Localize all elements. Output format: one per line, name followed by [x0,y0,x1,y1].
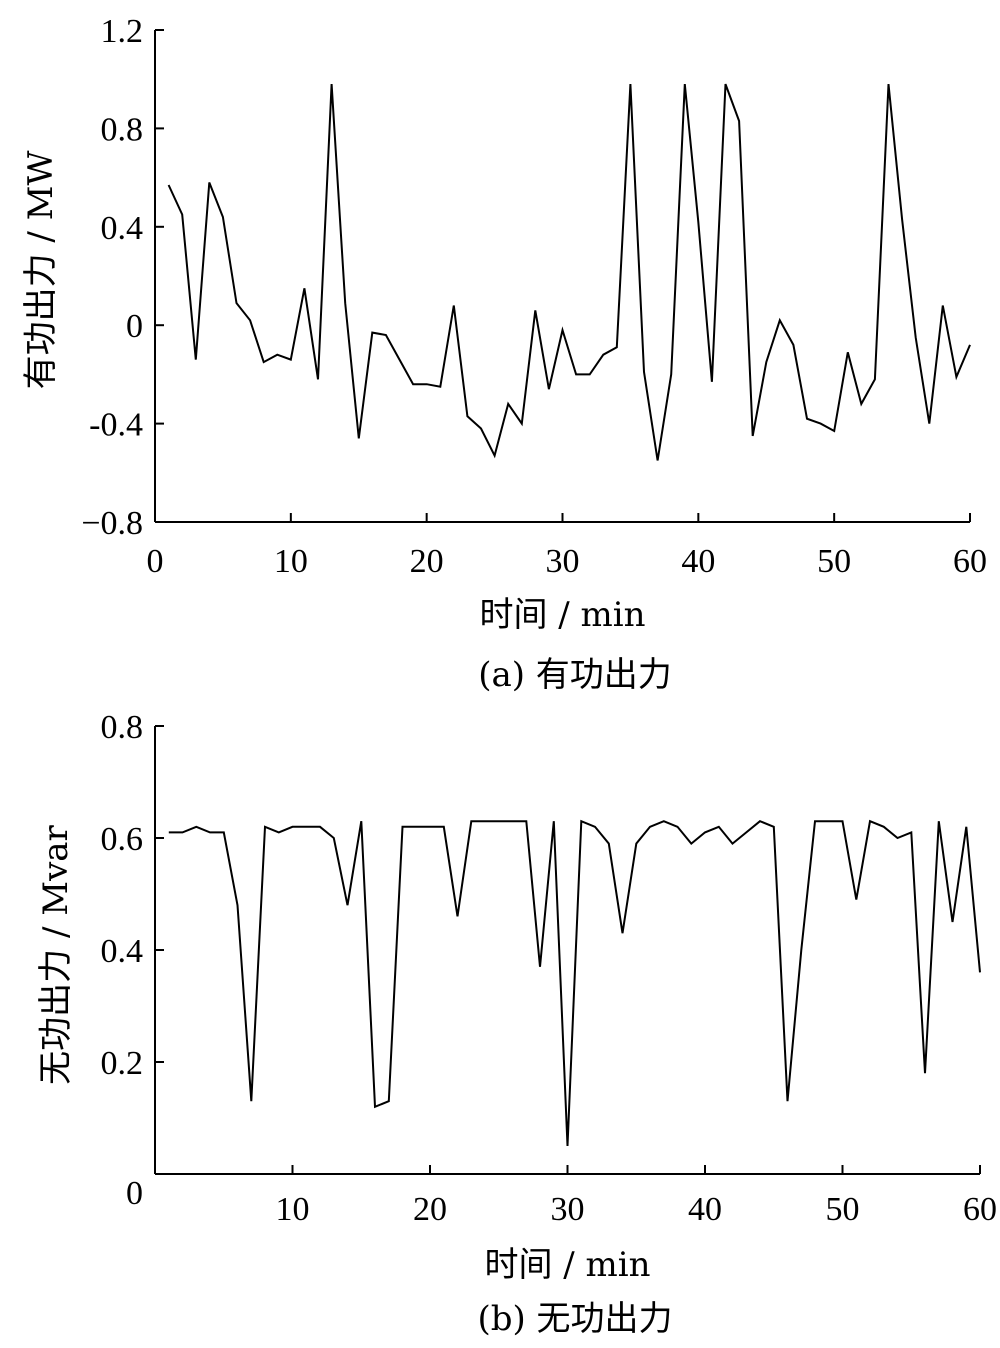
y-tick-label: 0 [126,1175,143,1212]
x-tick-label: 30 [551,1191,585,1228]
y-tick-label: 0 [126,308,143,345]
y-tick-label: -0.4 [89,407,143,444]
x-tick-label: 10 [276,1191,310,1228]
x-tick-label: 30 [546,543,580,580]
y-tick-label: 0.2 [101,1045,144,1082]
x-tick-label: 60 [963,1191,997,1228]
y-tick-label: 0.8 [101,709,144,746]
y-tick-label: −0.8 [81,505,143,542]
y-axis-title: 有功出力 / MW [21,151,61,390]
x-axis-title: 时间 / min [484,1245,650,1285]
y-tick-label: 1.2 [101,13,144,50]
x-tick-label: 50 [826,1191,860,1228]
y-tick-label: 0.4 [101,210,144,247]
y-axis-title: 无功出力 / Mvar [36,824,76,1084]
x-tick-label: 50 [817,543,851,580]
x-tick-label: 0 [147,543,164,580]
panel-caption: (b) 无功出力 [477,1299,672,1339]
panel-reactive-power: 0 0.2 0.4 0.6 0.8 10 20 30 40 50 60 时间 / min 无功出力 / … [36,709,997,1339]
series-line [168,819,981,1147]
y-tick-label: 0.6 [101,821,144,858]
x-tick-label: 10 [274,543,308,580]
x-axis-title: 时间 / min [479,595,645,635]
x-tick-label: 20 [410,543,444,580]
x-tick-label: 40 [688,1191,722,1228]
y-tick-label: 0.8 [101,111,144,148]
x-tick-label: 20 [413,1191,447,1228]
series-line [167,83,971,461]
y-tick-label: 0.4 [101,933,144,970]
x-tick-label: 40 [681,543,715,580]
panel-active-power: −0.8 -0.4 0 0.4 0.8 1.2 0 10 20 30 40 50 60 时间 / min 有… [21,13,987,695]
panel-caption: (a) 有功出力 [478,655,672,695]
x-tick-label: 60 [953,543,987,580]
